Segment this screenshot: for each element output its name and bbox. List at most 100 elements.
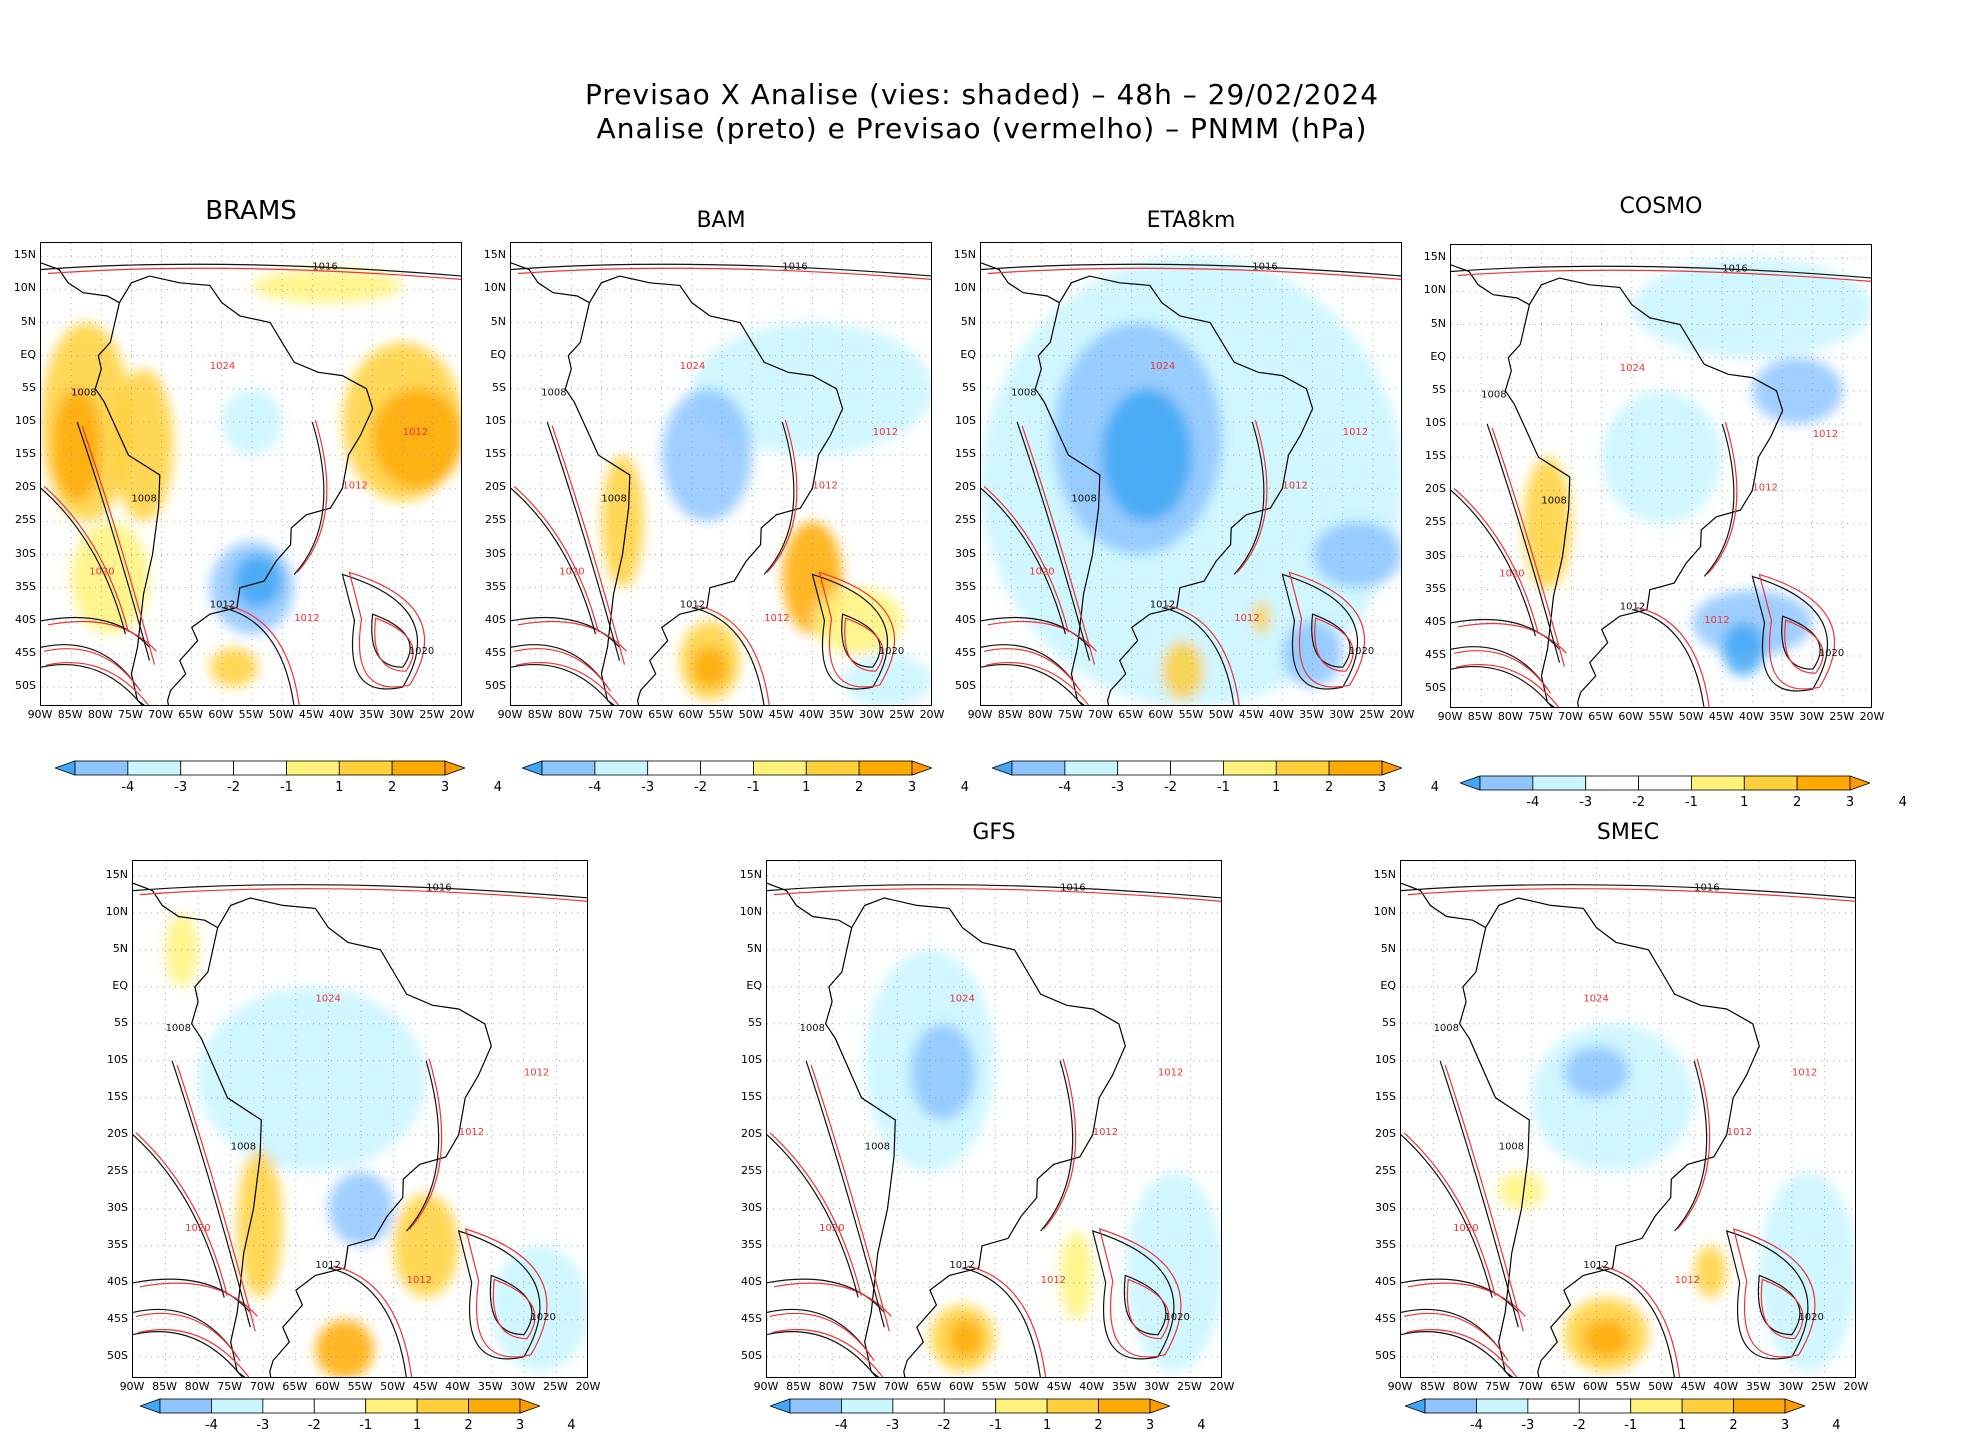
lat-tick-label: 25S	[955, 513, 976, 527]
map-panel-smec[interactable]: 1012 1024 1016 1012 1020 1020 1008 1012 1008 1012	[1400, 860, 1856, 1378]
colorbar-bin	[1743, 775, 1798, 791]
isobar-forecast	[464, 1228, 548, 1358]
map-panel-eta8km[interactable]: 1012 1024 1016 1012 1020 1020 1008 1012 1008 1012	[980, 242, 1402, 706]
isobar-forecast	[985, 662, 1089, 705]
colorbar-label: 2	[1094, 1418, 1103, 1433]
coastline-south-america	[1034, 275, 1314, 705]
colorbar: -4 -3 -2 -1 1 2 3 4	[1460, 775, 1907, 813]
isobar-forecast	[769, 1132, 862, 1296]
isobar-label: 1012	[315, 1260, 340, 1271]
map-panel-gfs[interactable]: 1012 1024 1016 1012 1020 1020 1008 1012 1008 1012	[766, 860, 1222, 1378]
lon-tick-label: 45W	[1680, 1380, 1706, 1393]
lon-tick-label: 75W	[117, 708, 143, 721]
lat-tick-label: 15N	[953, 248, 976, 262]
lat-tick-label: 45S	[741, 1311, 762, 1325]
lon-tick-label: 25W	[1359, 708, 1385, 721]
map-panel-model-5[interactable]: 1012 1024 1016 1012 1020 1020 1008 1012 1008 1012	[132, 860, 588, 1378]
isobar-label: 1020	[409, 646, 434, 657]
lat-tick-label: 20S	[107, 1126, 128, 1140]
isobar-analysis	[1631, 609, 1705, 707]
colorbar-label: 3	[1377, 780, 1387, 795]
colorbar-label: -3	[1521, 1418, 1535, 1433]
isobar-analysis	[221, 607, 295, 705]
lon-tick-label: 40W	[1738, 710, 1764, 723]
map-panel-cosmo[interactable]: 1012 1024 1016 1012 1020 1020 1008 1012 1008 1012	[1450, 244, 1872, 708]
colorbar-bin	[753, 760, 807, 776]
isobar-label: 1024	[680, 361, 705, 372]
lon-tick-label: 35W	[1111, 1380, 1137, 1393]
lat-tick-label: 5N	[112, 941, 128, 955]
lat-tick-label: 15S	[1425, 449, 1446, 463]
lat-tick-label: 5N	[1380, 941, 1396, 955]
lon-tick-label: 90W	[119, 1380, 145, 1393]
isobar-forecast	[513, 648, 611, 692]
isobar-forecast	[348, 571, 426, 688]
lon-tick-label: 50W	[1208, 708, 1234, 721]
lat-tick-label: 15N	[1423, 250, 1446, 264]
isobar-label: 1020	[1029, 566, 1054, 577]
colorbar-bin	[1476, 1398, 1529, 1414]
figure-title-line1: Previsao X Analise (vies: shaded) – 48h …	[584, 78, 1380, 111]
bias-shade	[1125, 1171, 1221, 1372]
lat-tick-label: 35S	[741, 1237, 762, 1251]
isobar-analysis	[1703, 423, 1735, 577]
isobar-forecast	[1453, 650, 1551, 694]
isobar-analysis	[1040, 1060, 1074, 1232]
colorbar-bin	[1223, 760, 1277, 776]
lat-tick-label: 15S	[741, 1089, 762, 1103]
lon-tick-label: 45W	[298, 708, 324, 721]
isobar-analysis	[981, 664, 1083, 705]
colorbar-arrow-low	[55, 760, 76, 776]
colorbar-label: -1	[746, 780, 760, 795]
lat-tick-label: 40S	[1425, 614, 1446, 628]
colorbar-bin	[805, 760, 860, 776]
colorbar-bin	[159, 1398, 212, 1414]
colorbar-label: -4	[1469, 1418, 1483, 1433]
lat-tick-label: 30S	[15, 546, 36, 560]
colorbar-bin	[647, 760, 701, 776]
lat-tick-label: 50S	[107, 1348, 128, 1362]
lat-tick-label: 30S	[741, 1200, 762, 1214]
bias-shade	[1282, 620, 1343, 688]
isobar-analysis	[341, 573, 419, 690]
lon-tick-label: 85W	[1420, 1380, 1445, 1393]
lon-tick-label: 40W	[1713, 1380, 1739, 1393]
colorbar-label: -3	[256, 1418, 270, 1433]
lat-tick-label: 25S	[15, 513, 36, 527]
map-panel-brams[interactable]: 1012 1024 1016 1012 1020 1020 1008 1012 1008 1012	[40, 242, 462, 706]
lon-tick-label: 75W	[1057, 708, 1083, 721]
isobar-forecast	[769, 1312, 875, 1362]
isobar-analysis	[1401, 1278, 1519, 1313]
isobar-label: 1016	[1722, 264, 1747, 275]
colorbar-arrow-high	[1849, 775, 1870, 791]
colorbar-bin	[700, 760, 754, 776]
colorbar-label: 1	[1740, 795, 1749, 810]
lon-tick-label: 70W	[618, 708, 643, 721]
lon-tick-label: 80W	[184, 1380, 210, 1393]
colorbar-label: 2	[388, 780, 397, 795]
isobar-analysis	[1016, 421, 1091, 661]
figure-title-line2: Analise (preto) e Previsao (vermelho) – …	[596, 112, 1368, 145]
isobar-forecast	[137, 1329, 250, 1377]
colorbar-bin	[1733, 1398, 1786, 1414]
colorbar-bin	[338, 760, 393, 776]
isobar-label: 1008	[541, 387, 566, 398]
isobar-label: 1008	[601, 494, 626, 505]
colorbar-label: -1	[1684, 795, 1698, 810]
lon-tick-label: 60W	[1148, 708, 1174, 721]
lat-tick-label: EQ	[1430, 349, 1446, 363]
bias-shade	[315, 1319, 375, 1377]
colorbar-label: 4	[567, 1418, 576, 1433]
colorbar-bin	[1638, 775, 1692, 791]
bias-shade	[252, 269, 403, 303]
bias-shade	[372, 388, 461, 489]
lat-tick-label: 20S	[1375, 1126, 1396, 1140]
isobar-analysis	[76, 421, 151, 661]
lon-tick-label: 50W	[1678, 710, 1704, 723]
isobar-analysis	[1451, 489, 1536, 637]
panel-title-bam: BAM	[696, 208, 746, 233]
map-panel-bam[interactable]: 1012 1024 1016 1012 1020 1020 1008 1012 1008 1012	[510, 242, 932, 706]
colorbar-arrow-low	[1460, 775, 1481, 791]
bias-shade	[1312, 521, 1401, 588]
isobar-label: 1012	[1234, 613, 1259, 624]
